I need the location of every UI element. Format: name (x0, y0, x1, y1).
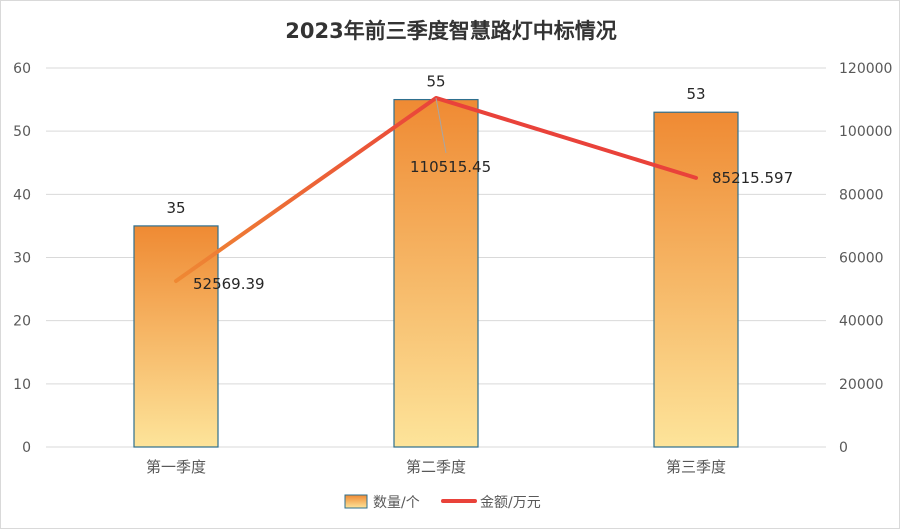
axes: 0 0 10 20000 20 40000 30 60000 40 80000 50 100000 60… (13, 61, 892, 476)
legend-swatch-bar (344, 494, 368, 509)
legend: 数量/个 金额/万元 (344, 494, 541, 511)
legend-label-line: 金额/万元 (480, 495, 541, 511)
x-tick-label: 第一季度 (146, 458, 206, 476)
y-right-tick-label: 0 (839, 440, 848, 456)
y-left-tick-label: 40 (13, 187, 31, 203)
bar-data-label: 53 (686, 85, 705, 103)
y-right-tick-label: 80000 (839, 187, 884, 203)
bar (393, 98, 479, 448)
x-tick-label: 第三季度 (666, 458, 726, 476)
bar-data-label: 55 (426, 73, 445, 91)
data-labels: 35 55 53 52569.39 110515.45 85215.597 (166, 73, 793, 293)
y-right-tick-label: 120000 (839, 61, 892, 77)
bar-series (133, 98, 739, 448)
line-data-label: 85215.597 (712, 169, 793, 187)
line-data-label: 52569.39 (193, 275, 265, 293)
line-series (174, 95, 698, 283)
y-left-tick-label: 30 (13, 251, 31, 267)
y-right-tick-label: 60000 (839, 251, 884, 267)
y-right-tick-label: 20000 (839, 377, 884, 393)
y-right-tick-label: 40000 (839, 314, 884, 330)
legend-label-bar: 数量/个 (373, 495, 420, 511)
y-left-tick-label: 60 (13, 61, 31, 77)
bar-data-label: 35 (166, 199, 185, 217)
x-tick-label: 第二季度 (406, 458, 466, 476)
y-left-tick-label: 20 (13, 314, 31, 330)
y-left-tick-label: 10 (13, 377, 31, 393)
chart-title: 2023年前三季度智慧路灯中标情况 (285, 19, 617, 43)
data-label-leader (435, 97, 447, 154)
y-right-tick-label: 100000 (839, 124, 892, 140)
line-data-label: 110515.45 (410, 158, 491, 176)
bar (653, 111, 739, 448)
y-left-tick-label: 50 (13, 124, 31, 140)
y-left-tick-label: 0 (22, 440, 31, 456)
